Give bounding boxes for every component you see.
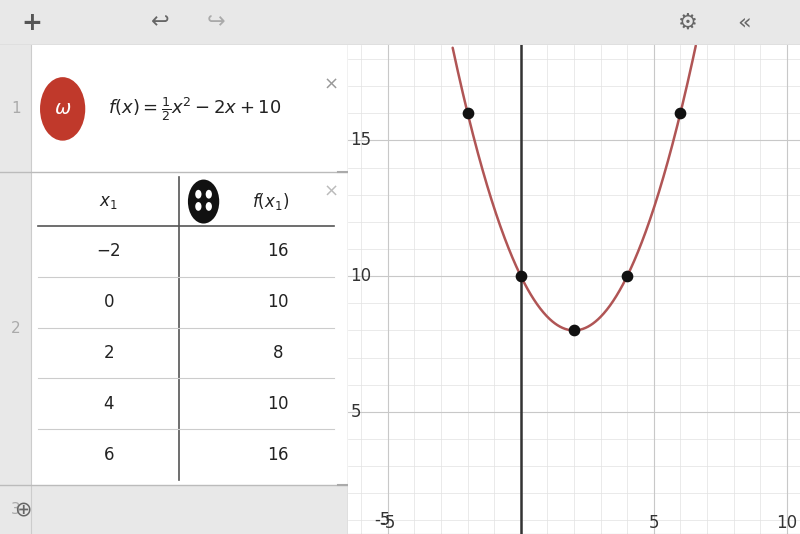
Circle shape <box>195 190 202 199</box>
Text: ⚙: ⚙ <box>678 13 698 33</box>
Text: ⊕: ⊕ <box>14 500 31 520</box>
Text: $16$: $16$ <box>266 242 289 260</box>
Text: «: « <box>737 13 751 33</box>
Text: ×: × <box>323 75 338 93</box>
FancyBboxPatch shape <box>31 45 348 172</box>
Text: ↪: ↪ <box>206 13 226 33</box>
Text: $f(x_1)$: $f(x_1)$ <box>252 191 289 212</box>
Text: ×: × <box>323 183 338 201</box>
Text: 10: 10 <box>776 514 798 531</box>
Point <box>567 326 580 335</box>
Text: 10: 10 <box>350 267 371 285</box>
Circle shape <box>206 190 212 199</box>
Text: $x_1$: $x_1$ <box>99 193 118 210</box>
Text: ω: ω <box>54 99 71 119</box>
Text: -5: -5 <box>374 511 390 529</box>
Text: $8$: $8$ <box>272 344 283 362</box>
Text: $0$: $0$ <box>103 293 114 311</box>
Text: $10$: $10$ <box>266 293 289 311</box>
Point <box>462 109 474 117</box>
Text: 5: 5 <box>350 403 361 421</box>
Text: 3: 3 <box>10 502 21 517</box>
Text: 5: 5 <box>649 514 659 531</box>
Text: $f(x) = \frac{1}{2}x^2 - 2x + 10$: $f(x) = \frac{1}{2}x^2 - 2x + 10$ <box>108 95 281 123</box>
Text: +: + <box>22 11 42 35</box>
Circle shape <box>195 202 202 211</box>
Text: 2: 2 <box>11 321 21 336</box>
Text: 1: 1 <box>11 101 21 116</box>
Point <box>674 109 686 117</box>
Circle shape <box>40 77 86 140</box>
FancyBboxPatch shape <box>31 172 348 485</box>
Point <box>514 272 527 280</box>
Text: $-2$: $-2$ <box>96 242 122 260</box>
Text: $6$: $6$ <box>103 446 114 464</box>
Text: -5: -5 <box>380 514 396 531</box>
Text: $4$: $4$ <box>103 395 114 413</box>
Circle shape <box>188 179 219 224</box>
Text: 15: 15 <box>350 131 371 150</box>
Text: ↩: ↩ <box>150 13 170 33</box>
Text: $2$: $2$ <box>103 344 114 362</box>
Text: $16$: $16$ <box>266 446 289 464</box>
Text: $10$: $10$ <box>266 395 289 413</box>
Circle shape <box>206 202 212 211</box>
Point <box>621 272 634 280</box>
